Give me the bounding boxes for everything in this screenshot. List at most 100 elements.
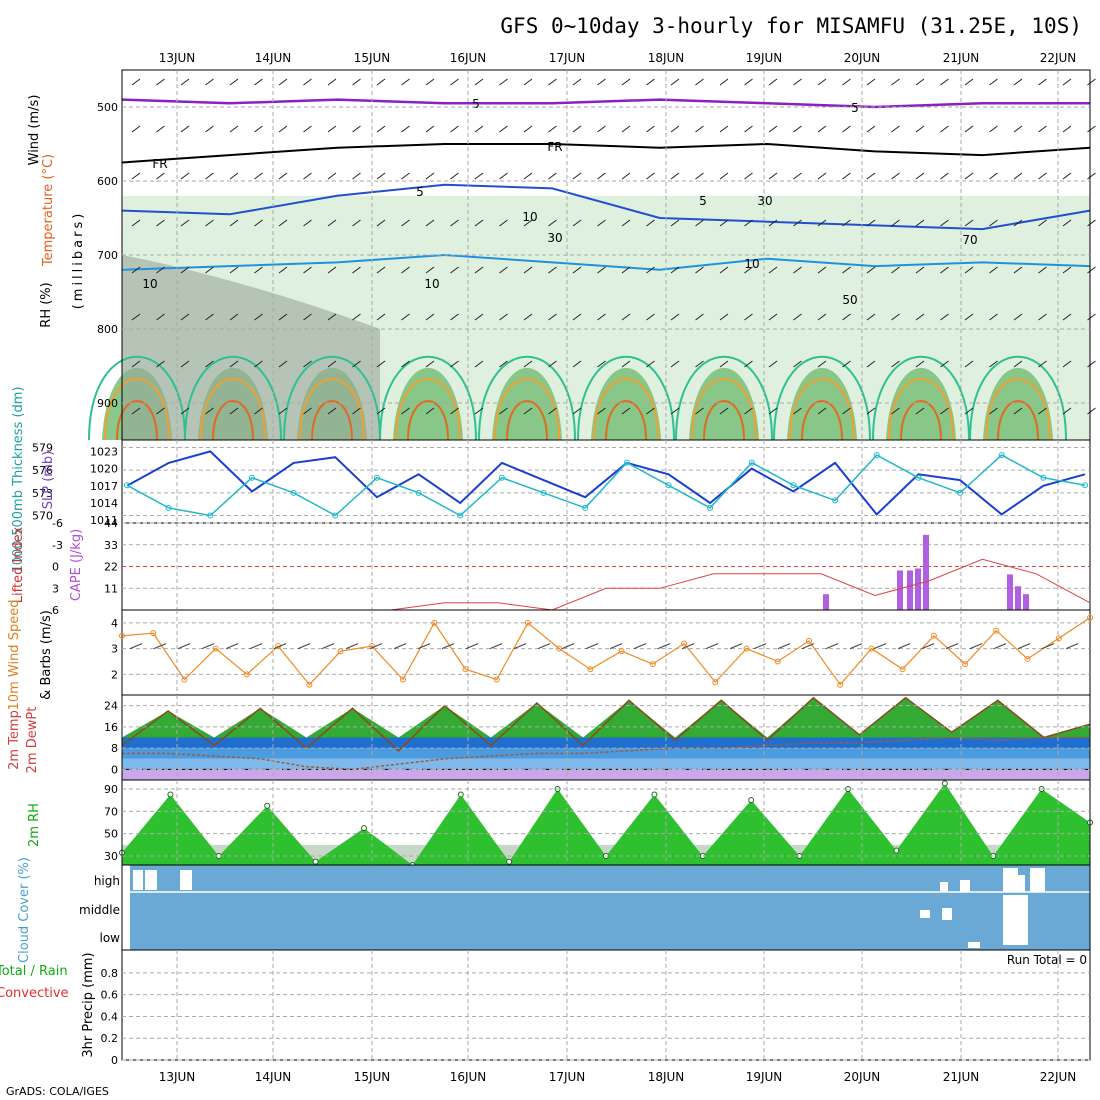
wind-barb bbox=[597, 125, 606, 133]
wind-speed-line bbox=[121, 617, 1091, 686]
wind-barb bbox=[768, 266, 778, 274]
wind-barb bbox=[425, 360, 435, 368]
wind10m-label: 10m Wind Speed bbox=[7, 600, 22, 711]
wind-barb bbox=[229, 172, 239, 180]
thickness-point bbox=[290, 489, 297, 496]
wind-barb bbox=[744, 360, 753, 368]
rh-point bbox=[748, 797, 755, 804]
wind-barb bbox=[156, 172, 165, 180]
wind-barb bbox=[572, 313, 582, 321]
wind-barb bbox=[131, 78, 141, 86]
wind-barb bbox=[793, 125, 802, 133]
wind-speed-point bbox=[1024, 655, 1031, 662]
wind-speed-point bbox=[993, 627, 1000, 634]
cloud-row-label: low bbox=[100, 931, 121, 945]
wind-speed-point bbox=[181, 676, 188, 683]
wind-speed-point bbox=[774, 658, 781, 665]
tick-label: 1014 bbox=[90, 497, 118, 510]
wind-barb bbox=[989, 125, 998, 133]
wind-barb bbox=[201, 643, 215, 650]
wind-barb bbox=[465, 643, 479, 650]
wind-barb bbox=[249, 643, 263, 650]
wind-speed-point bbox=[556, 645, 563, 652]
wind-barb bbox=[156, 219, 165, 227]
wind-barb bbox=[866, 125, 876, 133]
thickness-point bbox=[873, 452, 880, 459]
wind-barb bbox=[1038, 125, 1047, 133]
tick-label: 570 bbox=[32, 509, 53, 522]
wind-barb bbox=[940, 313, 949, 321]
wind-barb bbox=[303, 407, 312, 415]
isotherm-dome bbox=[395, 377, 461, 441]
wind-barb bbox=[376, 266, 386, 274]
wind-barb bbox=[1062, 313, 1072, 321]
top-date-axis: 13JUN 14JUN 15JUN 16JUN 17JUN 18JUN 19JUN 20JUN… bbox=[159, 51, 1077, 65]
wind10m-units: & Barbs (m/s) bbox=[39, 610, 54, 700]
isotherm-dome bbox=[789, 377, 855, 441]
temp-line bbox=[121, 696, 1091, 752]
wind-barb bbox=[768, 407, 778, 415]
cape-bar bbox=[1007, 574, 1013, 610]
thickness-point bbox=[373, 474, 380, 481]
wind-barb bbox=[801, 643, 815, 650]
wind-barb bbox=[572, 266, 582, 274]
thickness-point bbox=[582, 504, 589, 511]
temp-band bbox=[122, 748, 1090, 759]
wind-barb bbox=[352, 407, 361, 415]
wind-barb bbox=[474, 360, 484, 368]
wind-barb bbox=[131, 266, 141, 274]
wind-barb bbox=[646, 266, 655, 274]
thickness-point bbox=[707, 504, 714, 511]
wind-speed-point bbox=[587, 666, 594, 673]
wind-speed-point bbox=[1055, 635, 1062, 642]
wind-barb bbox=[989, 313, 998, 321]
wind-barb bbox=[842, 360, 851, 368]
wind-barb bbox=[303, 78, 312, 86]
wind-barb bbox=[327, 219, 337, 227]
wind-barb bbox=[572, 407, 582, 415]
cloud-block bbox=[960, 880, 970, 892]
wind-barb bbox=[327, 78, 337, 86]
wind-barb bbox=[915, 78, 925, 86]
bottom-date-label: 16JUN bbox=[450, 1070, 487, 1084]
contour-label: 5 bbox=[472, 97, 480, 111]
tick-label: 0.6 bbox=[101, 989, 119, 1002]
cloud-block bbox=[180, 870, 192, 890]
wind-barb bbox=[1013, 266, 1023, 274]
wind-barb bbox=[425, 219, 435, 227]
wind-barb bbox=[1062, 360, 1072, 368]
wind-barb bbox=[1017, 643, 1031, 650]
wind-barb bbox=[376, 125, 386, 133]
wind-barb bbox=[891, 407, 900, 415]
wind-barb bbox=[327, 407, 337, 415]
wind-barb bbox=[499, 360, 508, 368]
wind-barb bbox=[753, 643, 767, 650]
top-date-label: 19JUN bbox=[746, 51, 783, 65]
wind-barb bbox=[842, 407, 851, 415]
wind-barb bbox=[278, 407, 288, 415]
panel-frame bbox=[121, 949, 1091, 1061]
tick-label: 22 bbox=[104, 561, 118, 574]
wind-barb bbox=[156, 360, 165, 368]
wind-barb bbox=[695, 125, 704, 133]
wind-barb bbox=[303, 172, 312, 180]
wind-barb bbox=[744, 407, 753, 415]
tick-label: 3 bbox=[111, 643, 118, 656]
wind-barb bbox=[131, 360, 141, 368]
wind-barb bbox=[273, 643, 287, 650]
wind-barb bbox=[670, 219, 680, 227]
wind-barb bbox=[180, 360, 190, 368]
wind-barb bbox=[1087, 266, 1096, 274]
wind-barb bbox=[646, 407, 655, 415]
isotherm-dome bbox=[605, 400, 647, 441]
tick-label: 0.8 bbox=[101, 967, 119, 980]
wind-barb bbox=[940, 266, 949, 274]
wind-barb bbox=[401, 125, 410, 133]
wind-barb bbox=[1087, 125, 1096, 133]
wind-barb bbox=[297, 643, 311, 650]
wind-barb bbox=[817, 78, 827, 86]
tick-label: 1011 bbox=[90, 514, 118, 527]
tick-label: 2 bbox=[111, 668, 118, 681]
wind-barb bbox=[425, 125, 435, 133]
